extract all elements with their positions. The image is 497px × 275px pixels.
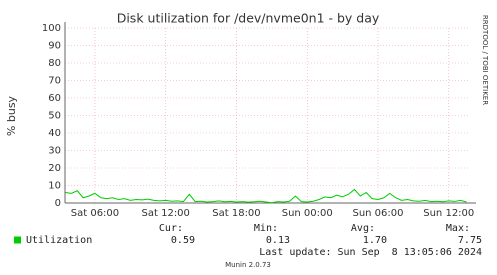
y-tick-label: 70 (48, 76, 61, 87)
y-tick-label: 0 (55, 198, 61, 209)
summary-value: 7.75 (458, 235, 482, 246)
y-tick-label: 20 (48, 163, 61, 174)
summary-header: Min: (254, 223, 278, 234)
x-tick-label: Sun 06:00 (352, 208, 403, 219)
y-tick-label: 60 (48, 93, 61, 104)
data-line (65, 188, 467, 204)
x-tick-label: Sat 18:00 (212, 208, 260, 219)
summary-header: Cur: (159, 223, 183, 234)
chart-title: Disk utilization for /dev/nvme0n1 - by d… (117, 11, 380, 26)
plot-area (65, 28, 470, 203)
side-label: RRDTOOL / TOBI OETIKER (481, 15, 489, 105)
y-tick-label: 90 (48, 41, 61, 52)
y-tick-label: 80 (48, 58, 61, 69)
summary-header: Avg: (351, 223, 375, 234)
footer: Munin 2.0.73 (225, 261, 271, 269)
last-update: Last update: Sun Sep 8 13:05:06 2024 (259, 247, 482, 258)
y-tick-label: 50 (48, 111, 61, 122)
summary-value: 1.70 (363, 235, 387, 246)
summary-value: 0.13 (266, 235, 290, 246)
legend-swatch (14, 236, 21, 244)
y-tick-label: 10 (48, 181, 61, 192)
x-tick-label: Sat 12:00 (142, 208, 190, 219)
x-tick-label: Sat 06:00 (71, 208, 119, 219)
y-tick-label: 40 (48, 128, 61, 139)
x-tick-label: Sun 00:00 (282, 208, 333, 219)
summary-header: Max: (446, 223, 470, 234)
y-tick-label: 30 (48, 146, 61, 157)
summary-value: 0.59 (171, 235, 195, 246)
legend-label: Utilization (26, 235, 92, 246)
x-tick-label: Sun 12:00 (423, 208, 474, 219)
y-axis-label: % busy (5, 95, 18, 136)
y-tick-label: 100 (42, 23, 61, 34)
